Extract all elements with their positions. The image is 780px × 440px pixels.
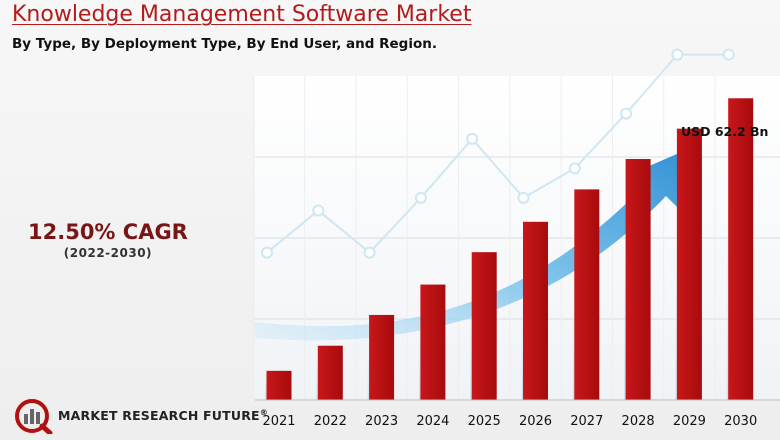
bar-2022 bbox=[317, 345, 343, 400]
bar-2021 bbox=[266, 370, 292, 400]
x-tick-label: 2029 bbox=[673, 414, 706, 429]
trend-point bbox=[517, 191, 530, 204]
trend-line bbox=[261, 48, 735, 259]
bar-2024 bbox=[420, 284, 446, 400]
trend-point bbox=[312, 204, 325, 217]
x-tick-label: 2024 bbox=[416, 414, 449, 429]
trend-point bbox=[363, 246, 376, 259]
mrfr-logo-icon bbox=[15, 399, 53, 434]
bar-2030 bbox=[728, 98, 754, 401]
trend-point bbox=[568, 162, 581, 175]
trend-point bbox=[466, 132, 479, 145]
cagr-period: (2022-2030) bbox=[63, 246, 153, 260]
x-tick-label: 2027 bbox=[570, 414, 603, 429]
value-annotation: USD 62.2 Bn bbox=[681, 124, 769, 139]
trend-point bbox=[620, 107, 633, 120]
trend-point bbox=[414, 191, 427, 204]
trend-point bbox=[261, 246, 273, 259]
x-tick-label: 2022 bbox=[314, 414, 347, 429]
page-subtitle: By Type, By Deployment Type, By End User… bbox=[12, 36, 437, 52]
trend-polyline bbox=[266, 53, 729, 254]
x-tick-label: 2021 bbox=[262, 414, 295, 429]
bars bbox=[266, 98, 754, 401]
bar-2028 bbox=[625, 159, 651, 400]
x-tick-label: 2030 bbox=[724, 414, 757, 429]
trend-point bbox=[671, 48, 684, 61]
x-tick-label: 2025 bbox=[468, 414, 501, 429]
bar-2029 bbox=[676, 128, 702, 400]
logo-text: MARKET RESEARCH FUTURE® bbox=[58, 408, 268, 424]
bar-2023 bbox=[369, 314, 395, 400]
trend-point bbox=[722, 48, 735, 61]
x-tick-label: 2028 bbox=[622, 414, 655, 429]
page-title: Knowledge Management Software Market bbox=[12, 2, 472, 27]
bar-2025 bbox=[471, 252, 497, 400]
bar-2026 bbox=[523, 221, 548, 400]
x-tick-label: 2023 bbox=[365, 414, 398, 429]
bar-2027 bbox=[574, 189, 600, 400]
x-tick-labels: 2021 2022 2023 2024 2025 2026 2027 2028 2029 2030 bbox=[262, 414, 757, 429]
x-tick-label: 2026 bbox=[519, 414, 552, 429]
brand-logo: MARKET RESEARCH FUTURE® bbox=[14, 398, 268, 434]
cagr-value: 12.50% CAGR bbox=[28, 220, 188, 244]
cagr-callout: 12.50% CAGR (2022-2030) bbox=[28, 220, 188, 260]
